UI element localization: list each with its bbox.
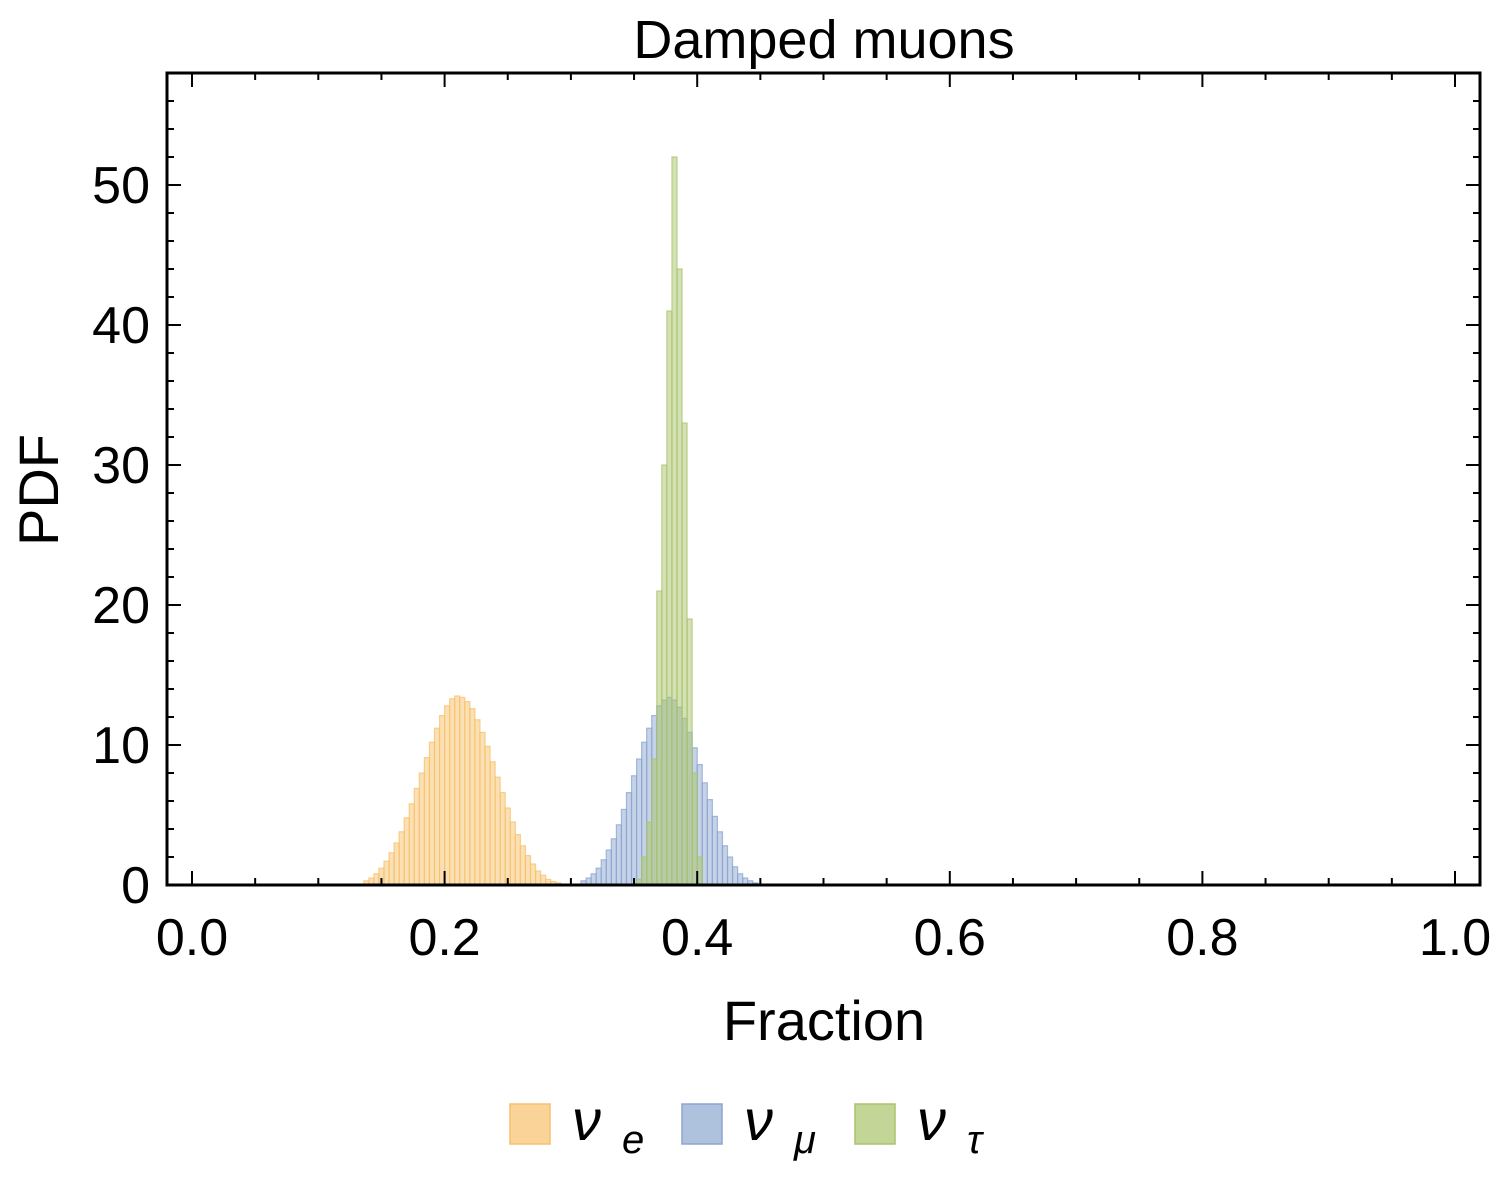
legend-label-subscript: μ bbox=[793, 1118, 816, 1162]
histogram-bar bbox=[474, 719, 481, 886]
x-tick-label: 0.0 bbox=[156, 909, 228, 967]
histogram-bar bbox=[383, 860, 390, 886]
histogram-bar bbox=[423, 756, 431, 886]
histogram-bar bbox=[590, 873, 597, 886]
x-tick-label: 0.8 bbox=[1166, 909, 1238, 967]
histogram-bar bbox=[625, 791, 633, 886]
y-tick-label: 40 bbox=[92, 297, 150, 355]
histogram-bar bbox=[438, 714, 446, 886]
histogram-bar bbox=[524, 854, 532, 886]
histogram-bar bbox=[388, 852, 395, 886]
histogram-bar bbox=[721, 845, 729, 886]
histogram-bar bbox=[661, 464, 668, 886]
histogram-bar bbox=[469, 707, 476, 886]
x-tick-label: 0.4 bbox=[661, 909, 733, 967]
histogram-bar bbox=[641, 856, 648, 886]
legend-label-subscript: e bbox=[622, 1118, 644, 1162]
histogram-bar bbox=[676, 268, 683, 886]
histogram-bar bbox=[671, 156, 678, 886]
histogram-bar bbox=[514, 833, 521, 886]
histogram-bar bbox=[691, 772, 698, 886]
y-tick-label: 0 bbox=[121, 857, 150, 915]
histogram-bar bbox=[444, 705, 451, 886]
histogram-bar bbox=[726, 856, 734, 886]
plot-frame bbox=[165, 71, 1482, 887]
y-axis-tick-labels: 0 10 20 30 40 50 bbox=[92, 157, 150, 915]
histogram-bar bbox=[716, 831, 724, 886]
y-tick-label: 30 bbox=[92, 437, 150, 495]
y-tick-label: 10 bbox=[92, 717, 150, 775]
histogram-bar bbox=[681, 422, 688, 886]
legend-swatch bbox=[681, 1103, 723, 1145]
histogram-bar bbox=[610, 838, 617, 886]
histogram-bar bbox=[398, 831, 405, 886]
histogram-bar bbox=[635, 758, 643, 886]
histogram-bar bbox=[701, 782, 708, 886]
legend-label: ν bbox=[572, 1088, 601, 1153]
histogram-bar bbox=[519, 845, 527, 886]
legend-swatch bbox=[854, 1103, 896, 1145]
histogram-bar bbox=[646, 821, 653, 886]
x-tick-label: 1.0 bbox=[1419, 909, 1491, 967]
y-axis-title: PDF bbox=[7, 434, 70, 546]
series-2-bars bbox=[635, 156, 703, 886]
histogram-bar bbox=[504, 807, 511, 886]
histogram-bar bbox=[433, 727, 441, 886]
legend-label: ν bbox=[917, 1088, 946, 1153]
histogram-bar bbox=[706, 798, 713, 886]
histogram-bar bbox=[479, 731, 486, 886]
x-axis-tick-labels: 0.0 0.2 0.4 0.6 0.8 1.0 bbox=[156, 909, 1491, 967]
histogram-bar bbox=[620, 808, 628, 886]
histogram-bar bbox=[686, 618, 693, 886]
x-tick-label: 0.2 bbox=[408, 909, 480, 967]
series-0-bars bbox=[363, 695, 562, 886]
histogram-bar bbox=[393, 842, 400, 886]
histogram-bar bbox=[489, 761, 496, 886]
histogram-bar bbox=[408, 803, 415, 886]
histogram-bar bbox=[403, 817, 410, 886]
histogram-bar bbox=[656, 590, 663, 886]
legend-swatch bbox=[509, 1103, 551, 1145]
histogram-bar bbox=[413, 787, 420, 886]
histogram-bar bbox=[651, 758, 658, 886]
chart-title: Damped muons bbox=[633, 10, 1014, 70]
histogram-bar bbox=[454, 695, 461, 886]
histogram-bar bbox=[509, 821, 516, 886]
histogram-bar bbox=[529, 863, 537, 886]
y-tick-label: 20 bbox=[92, 577, 150, 635]
histogram-bar bbox=[731, 866, 739, 886]
histogram-bar bbox=[373, 873, 380, 886]
histogram-bar bbox=[595, 867, 602, 886]
histogram-bar bbox=[666, 310, 673, 886]
histogram-bar bbox=[737, 873, 744, 886]
histogram-bar bbox=[494, 776, 501, 886]
legend-label: ν bbox=[744, 1088, 773, 1153]
x-axis-title: Fraction bbox=[723, 989, 925, 1052]
histogram-bar bbox=[630, 775, 638, 886]
histogram-bar bbox=[449, 698, 456, 886]
y-tick-label: 50 bbox=[92, 157, 150, 215]
histogram-bar bbox=[499, 791, 506, 886]
histogram-bar bbox=[534, 870, 542, 886]
histogram-bars bbox=[363, 156, 759, 886]
histogram-bar bbox=[459, 696, 466, 886]
histogram-bar bbox=[464, 700, 471, 886]
histogram-bar bbox=[428, 741, 436, 886]
histogram-bar bbox=[711, 815, 719, 886]
legend-label-subscript: τ bbox=[967, 1118, 985, 1162]
histogram-bar bbox=[605, 849, 612, 886]
histogram-bar bbox=[418, 772, 425, 886]
histogram-bar bbox=[615, 824, 623, 886]
x-tick-label: 0.6 bbox=[914, 909, 986, 967]
axis-ticks bbox=[167, 73, 1480, 886]
histogram-bar bbox=[484, 745, 491, 886]
histogram-bar bbox=[600, 859, 607, 886]
